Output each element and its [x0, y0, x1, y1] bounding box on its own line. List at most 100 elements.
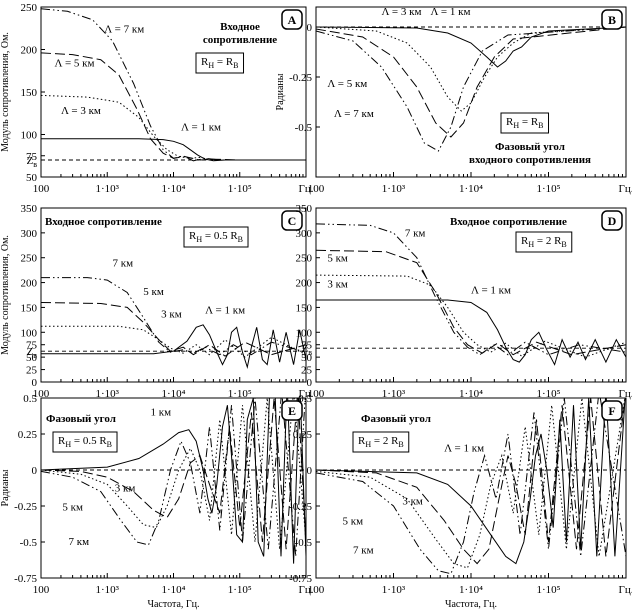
panel-badge [281, 9, 303, 30]
x-tick-label: 100 [308, 584, 325, 596]
y-tick-label: 75 [301, 340, 313, 352]
panel-a: 100 1·10³ 1·10⁴ 1·10⁵ Гц. 250 200 150 100 75 50 Zв М… [0, 2, 314, 195]
series-annotation: 5 км [327, 253, 348, 265]
y-tick-label: -0.5 [295, 122, 313, 134]
panel-b: 100 1·10³ 1·10⁴ 1·10⁵ Гц. 0 -0.25 -0.5 Радианы Фа… [275, 6, 632, 195]
y-tick-label: 0 [32, 465, 38, 477]
series-line [316, 274, 626, 358]
series-annotation: 1 км [151, 406, 172, 418]
y-tick-label: 75 [26, 151, 38, 163]
panel-title: сопротивление [203, 34, 277, 46]
y-tick-label: 0.5 [298, 393, 312, 405]
x-tick-label: Гц. [619, 388, 632, 400]
y-tick-label: 250 [296, 253, 313, 265]
y-tick-label: 0.5 [23, 393, 37, 405]
y-tick-label: 150 [21, 87, 38, 99]
x-tick-label: 100 [308, 183, 325, 195]
panel-e: 100 1·10³ 1·10⁴ 1·10⁵ Гц. 0.5 0.25 0 -0.25 -0.5 -0… [0, 393, 314, 610]
y-tick-label: 350 [21, 203, 38, 215]
series-line [41, 398, 306, 550]
y-axis-title: Радианы [0, 469, 11, 506]
x-tick-label: 1·10⁴ [459, 183, 483, 195]
condition-box [515, 231, 573, 253]
condition-box [500, 112, 550, 134]
y-tick-label: 0 [307, 22, 313, 34]
panel-badge [601, 400, 623, 421]
y-tick-label: -0.5 [20, 537, 38, 549]
y-tick-label: 50 [301, 352, 313, 364]
y-tick-label: 0 [307, 465, 313, 477]
series-line [316, 299, 626, 366]
series-line [316, 223, 626, 356]
series-line [41, 94, 306, 161]
y-tick-label: 350 [296, 203, 313, 215]
condition-label: RН = 0.5 RВ [58, 435, 112, 449]
y-axis-title: Модуль сопротивления, Ом. [0, 235, 11, 355]
x-tick-label: 1·10³ [382, 388, 406, 400]
y-tick-label: 0.25 [293, 429, 313, 441]
y-tick-label: -0.5 [295, 537, 313, 549]
series-annotation: 3 км [115, 483, 136, 495]
condition-label: RН = RВ [506, 116, 544, 130]
series-line [316, 26, 626, 112]
x-axis-title: Частота, Гц. [445, 599, 497, 610]
x-tick-label: 1·10⁵ [537, 183, 561, 195]
series-line [316, 398, 626, 575]
series-line [316, 26, 626, 68]
series-annotation: Λ = 1 км [181, 121, 221, 133]
x-tick-label: 1·10⁴ [162, 584, 186, 596]
zb-tick-label: Zв [26, 155, 37, 169]
panel-badge-label: B [608, 13, 616, 27]
series-annotation: 7 км [405, 227, 426, 239]
series-annotation: 3 км [161, 308, 182, 320]
series-line [316, 26, 626, 152]
zb-tick-label: Zв [301, 343, 312, 357]
y-tick-label: 150 [21, 302, 38, 314]
panel-badge [601, 9, 623, 30]
panel-badge-label: E [288, 404, 296, 418]
y-tick-label: -0.75 [289, 573, 312, 585]
series-line [41, 398, 306, 557]
y-tick-label: 0.25 [18, 429, 38, 441]
x-tick-label: Гц. [299, 183, 314, 195]
series-line [41, 398, 306, 564]
series-line [41, 8, 306, 162]
series-annotation: 3 км [402, 496, 423, 508]
y-tick-label: 250 [21, 253, 38, 265]
x-tick-label: 100 [33, 388, 50, 400]
x-tick-label: 1·10⁵ [228, 388, 252, 400]
x-tick-label: 1·10³ [96, 388, 120, 400]
y-tick-label: 150 [296, 302, 313, 314]
x-tick-label: 100 [33, 183, 50, 195]
series-annotation: Λ = 1 км [205, 304, 245, 316]
y-tick-label: 250 [21, 2, 38, 14]
x-tick-label: 100 [33, 584, 50, 596]
y-tick-label: 75 [26, 340, 38, 352]
y-axis-title: Радианы [275, 73, 286, 110]
panel-badge [281, 210, 303, 231]
y-tick-label: 200 [21, 278, 38, 290]
panel-title: Входное сопротивление [45, 216, 162, 228]
y-tick-label: 100 [21, 327, 38, 339]
series-line [41, 138, 306, 162]
plot-frame [315, 6, 627, 178]
y-tick-label: 300 [21, 228, 38, 240]
series-annotation: 7 км [353, 545, 374, 557]
x-tick-label: 1·10⁴ [459, 388, 483, 400]
y-axis-title: Модуль сопротивления, Ом. [0, 32, 11, 152]
panel-title: Фазовый угол [361, 413, 431, 425]
series-annotation: 3 км [327, 279, 348, 291]
series-annotation: Λ = 1 км [430, 6, 470, 18]
x-tick-label: 1·10⁵ [228, 183, 252, 195]
y-tick-label: -0.25 [289, 501, 312, 513]
x-tick-label: Гц. [619, 183, 632, 195]
panel-title: Входное [220, 21, 260, 33]
x-tick-label: 1·10⁵ [537, 584, 561, 596]
series-annotation: Λ = 5 км [55, 58, 95, 70]
x-tick-label: 1·10⁴ [162, 388, 186, 400]
series-annotation: Λ = 1 км [444, 442, 484, 454]
x-tick-label: 1·10⁴ [162, 183, 186, 195]
series-annotation: Λ = 7 км [104, 24, 144, 36]
x-tick-label: Гц. [299, 388, 314, 400]
series-line [316, 398, 626, 569]
